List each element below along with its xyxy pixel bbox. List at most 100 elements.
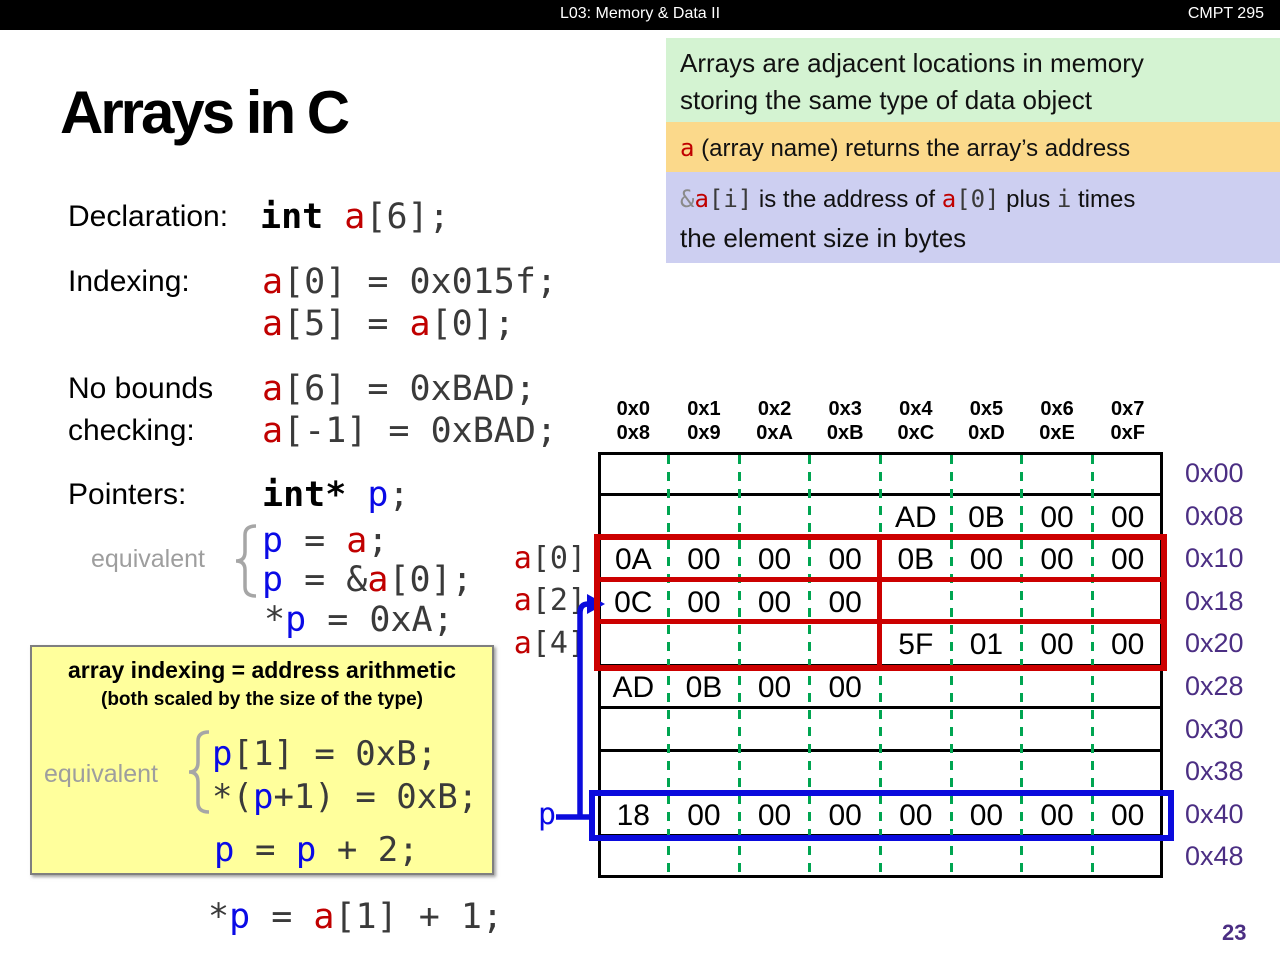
memory-cell: 00: [757, 798, 792, 832]
code-token: *: [264, 600, 286, 640]
code-token: p: [229, 897, 251, 937]
col-header: 0x0: [616, 398, 650, 420]
col-header: 0xE: [1039, 422, 1075, 444]
memory-cell: 00: [1040, 798, 1074, 832]
col-header: 0x2: [757, 398, 792, 420]
code-token: [0];: [388, 560, 473, 600]
code-line-equiv-2: p = &a[0];: [262, 560, 473, 600]
memory-cell: 00: [757, 671, 792, 704]
equivalent-label-2: equivalent: [44, 760, 158, 788]
row-address-label: 0x38: [1185, 756, 1244, 787]
col-header: 0x4: [899, 398, 933, 420]
memory-cell: 00: [828, 671, 862, 704]
code-line-deref: *p = 0xA;: [264, 600, 454, 640]
left-brace-icon: [235, 524, 257, 598]
memory-cell: 0A: [614, 543, 652, 577]
code-token: [i]: [708, 185, 753, 213]
col-header: 0xD: [968, 422, 1005, 444]
code-token: [6] = 0xBAD;: [283, 369, 536, 409]
col-header: 0x5: [969, 398, 1004, 420]
code-token: p: [214, 830, 235, 870]
row-address-label: 0x08: [1185, 500, 1244, 531]
code-line-yellow-3: p = p + 2;: [214, 830, 419, 870]
yellow-note-title: array indexing = address arithmetic: [68, 657, 456, 683]
declaration-label: Declaration:: [68, 200, 229, 233]
col-header: 0x9: [687, 422, 721, 444]
code-token: plus: [999, 186, 1057, 213]
memory-row-labels: 0x00 0x08 0x10 0x18 0x20 0x28 0x30 0x38 0x40 0x48: [1185, 452, 1265, 878]
callout-green-line2: storing the same type of data object: [680, 85, 1092, 115]
code-token: [4]: [531, 626, 586, 661]
code-token: a: [313, 897, 335, 937]
code-token: a: [941, 185, 957, 213]
code-token: a: [680, 133, 695, 162]
row-address-label: 0x18: [1185, 585, 1244, 616]
memory-cell: 00: [969, 543, 1004, 577]
code-token: a: [262, 411, 284, 451]
callout-orange-text: a (array name) returns the array’s addre…: [680, 132, 1130, 163]
memory-cell: 00: [757, 585, 792, 619]
code-token: is the address of: [752, 186, 942, 213]
code-line-declaration: int a[6];: [260, 197, 450, 237]
row-address-label: 0x20: [1185, 628, 1244, 659]
code-token: =: [283, 521, 347, 561]
callout-blue-line2: the element size in bytes: [680, 223, 967, 253]
col-header: 0xF: [1110, 422, 1145, 444]
code-line-yellow-2: *(p+1) = 0xB;: [212, 777, 478, 817]
code-token: [0];: [430, 304, 515, 344]
memory-cell: 00: [1040, 500, 1074, 534]
page-number: 23: [1222, 920, 1247, 945]
memory-cell: 00: [687, 543, 721, 577]
memory-cell: 00: [1111, 500, 1145, 534]
memory-cell: 00: [899, 798, 933, 832]
code-token: a: [344, 197, 366, 237]
col-header: 0xB: [826, 422, 864, 444]
code-line-bounds-2: a[-1] = 0xBAD;: [262, 411, 557, 451]
memory-cell: 00: [687, 585, 721, 619]
memory-cell: 18: [616, 798, 650, 832]
code-token: ;: [388, 475, 410, 515]
code-token: a: [367, 560, 389, 600]
row-address-label: 0x48: [1185, 841, 1244, 872]
code-line-indexing-2: a[5] = a[0];: [262, 304, 515, 344]
callout-orange: a (array name) returns the array’s addre…: [666, 122, 1280, 172]
array-label-a2: a[2]: [506, 583, 586, 618]
code-token: +1) = 0xB;: [273, 777, 479, 817]
col-header: 0x6: [1040, 398, 1074, 420]
memory-cell: 00: [757, 543, 792, 577]
code-token: p: [295, 830, 317, 870]
code-line-yellow-1: p[1] = 0xB;: [212, 734, 437, 774]
code-token: =: [234, 830, 296, 870]
memory-cell: AD: [612, 671, 655, 704]
code-token: p: [262, 521, 284, 561]
code-token: *: [208, 897, 230, 937]
array-label-a0: a[0]: [506, 541, 586, 576]
col-header: 0xC: [897, 422, 935, 444]
code-token: a: [262, 304, 284, 344]
checking-label: checking:: [68, 414, 195, 447]
memory-cell: 0B: [897, 543, 935, 577]
indexing-label: Indexing:: [68, 265, 190, 298]
memory-cell: 0B: [968, 500, 1005, 534]
yellow-note: array indexing = address arithmetic (bot…: [30, 645, 494, 875]
memory-cell: 00: [1040, 543, 1074, 577]
no-bounds-label: No bounds: [68, 372, 214, 405]
course-code: CMPT 295: [1187, 5, 1264, 22]
pointer-p-outline: [589, 790, 1174, 841]
code-token: &: [680, 185, 695, 213]
code-token: a: [262, 262, 284, 302]
col-header: 0x1: [687, 398, 721, 420]
memory-cell: 0C: [614, 585, 653, 619]
code-token: p: [285, 600, 307, 640]
callout-blue: &a[i] is the address of a[0] plus i time…: [666, 172, 1280, 263]
memory-table: AD 0B 00 00 0A 00 00 00 0B 00 00 00 0C 00 00 00 5F 01 00 00…: [589, 452, 1174, 878]
row-address-label: 0x10: [1185, 543, 1244, 574]
col-header: 0x8: [616, 422, 650, 444]
memory-cell: 00: [969, 798, 1004, 832]
col-header: 0xA: [756, 422, 793, 444]
yellow-note-subtitle: (both scaled by the size of the type): [101, 689, 423, 710]
code-token: a: [409, 304, 431, 344]
row-address-label: 0x30: [1185, 713, 1244, 744]
lecture-title: L03: Memory & Data II: [559, 5, 721, 22]
